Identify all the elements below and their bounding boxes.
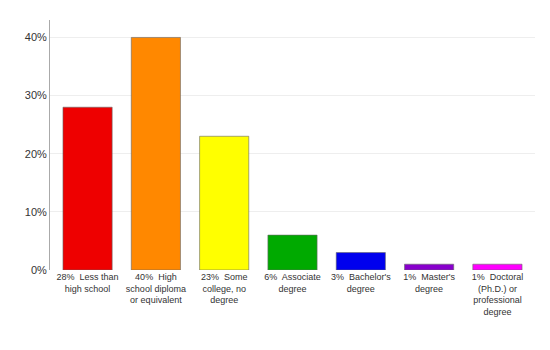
svg-text:10%: 10% (25, 206, 47, 218)
svg-text:23% Somecollege, nodegree: 23% Somecollege, nodegree (201, 272, 248, 305)
svg-text:1% Master'sdegree: 1% Master'sdegree (403, 272, 455, 294)
svg-text:1% Doctoral(Ph.D.) orprofessi: 1% Doctoral(Ph.D.) orprofessionaldegree (472, 272, 524, 317)
svg-text:20%: 20% (25, 148, 47, 160)
svg-text:28% Less thanhigh school: 28% Less thanhigh school (57, 272, 119, 294)
svg-text:6% Associatedegree: 6% Associatedegree (264, 272, 321, 294)
svg-text:30%: 30% (25, 89, 47, 101)
svg-text:0%: 0% (31, 264, 47, 276)
svg-text:40% Highschool diplomaor equi: 40% Highschool diplomaor equivalent (126, 272, 186, 305)
svg-text:40%: 40% (25, 31, 47, 43)
svg-text:3% Bachelor'sdegree: 3% Bachelor'sdegree (331, 272, 391, 294)
